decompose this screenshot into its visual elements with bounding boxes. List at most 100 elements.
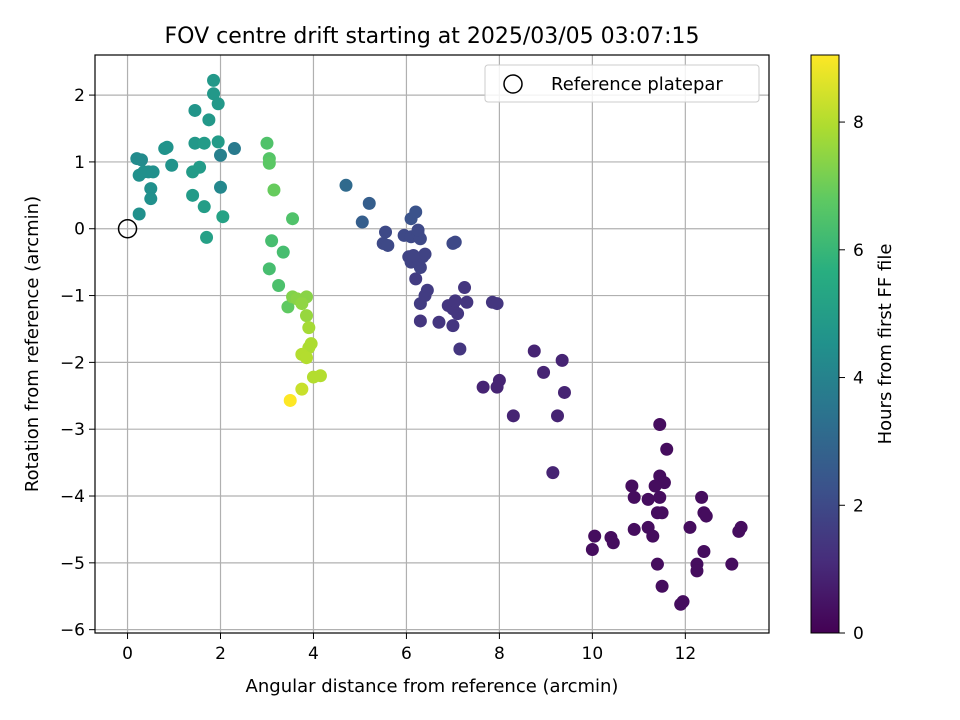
data-point	[683, 520, 697, 534]
y-axis-ticks: −6 −5 −4 −3 −2 −1 0 1 2	[60, 86, 95, 641]
data-point	[132, 207, 146, 221]
data-point	[448, 294, 462, 308]
data-point	[281, 300, 295, 314]
colorbar-tick-label: 8	[853, 113, 864, 133]
data-point	[490, 380, 504, 394]
legend: Reference platepar	[484, 64, 760, 103]
y-tick-label: −4	[60, 487, 85, 507]
data-point	[646, 529, 660, 543]
x-tick-label: 2	[215, 644, 226, 664]
colorbar-tick-label: 2	[853, 496, 864, 516]
y-axis-label: Rotation from reference (arcmin)	[22, 196, 43, 492]
data-point	[690, 564, 704, 578]
data-point	[216, 210, 230, 224]
data-point	[188, 103, 202, 117]
reference-marker	[117, 218, 138, 239]
data-point	[260, 136, 274, 150]
legend-box	[484, 64, 760, 103]
data-point	[527, 344, 541, 358]
data-point	[272, 279, 286, 293]
data-point	[381, 238, 395, 252]
legend-marker-icon	[503, 74, 523, 94]
colorbar-label: Hours from first FF file	[875, 244, 896, 445]
y-tick-label: −5	[60, 554, 85, 574]
data-point	[655, 506, 669, 520]
data-point	[585, 542, 599, 556]
data-point	[262, 156, 276, 170]
data-point	[134, 153, 148, 167]
data-point	[211, 135, 225, 149]
x-tick-label: 8	[494, 644, 505, 664]
y-tick-label: 1	[74, 153, 85, 173]
x-axis-ticks: 0 2 4 6 8 10 12	[122, 633, 696, 664]
data-point	[188, 136, 202, 150]
data-point	[460, 295, 474, 309]
data-point	[448, 235, 462, 249]
data-point	[411, 223, 425, 237]
data-point	[650, 557, 664, 571]
data-point	[144, 182, 158, 196]
x-tick-label: 0	[122, 644, 133, 664]
y-tick-label: −6	[60, 621, 85, 641]
data-point	[732, 524, 746, 538]
data-point	[653, 418, 667, 432]
data-point	[283, 393, 297, 407]
data-point	[546, 466, 560, 480]
data-point	[276, 245, 290, 259]
data-point	[606, 536, 620, 550]
data-point	[557, 385, 571, 399]
data-point	[144, 192, 158, 206]
data-point	[362, 196, 376, 210]
colorbar-tick-label: 6	[853, 241, 864, 261]
data-point	[302, 321, 316, 335]
data-point	[432, 315, 446, 329]
data-point	[186, 188, 200, 202]
data-point	[211, 97, 225, 111]
colorbar: 0 2 4 6 8 Hours from first FF file	[810, 54, 896, 644]
data-points	[130, 73, 748, 611]
data-point	[453, 342, 467, 356]
data-point	[207, 73, 221, 87]
data-point	[409, 205, 423, 219]
data-point	[299, 309, 313, 323]
y-tick-label: 2	[74, 86, 85, 106]
data-point	[490, 297, 504, 311]
data-point	[674, 597, 688, 611]
data-point	[299, 351, 313, 365]
data-point	[625, 479, 639, 493]
data-point	[506, 409, 520, 423]
data-point	[214, 180, 228, 194]
y-tick-label: −2	[60, 353, 85, 373]
data-point	[653, 490, 667, 504]
data-point	[695, 490, 709, 504]
data-point	[409, 272, 423, 286]
x-axis-label: Angular distance from reference (arcmin)	[246, 676, 619, 697]
data-point	[313, 369, 327, 383]
grid	[95, 55, 769, 633]
data-point	[627, 522, 641, 536]
x-tick-label: 12	[675, 644, 697, 664]
data-point	[267, 183, 281, 197]
data-point	[697, 544, 711, 558]
x-tick-label: 4	[308, 644, 319, 664]
colorbar-ticks: 0 2 4 6 8	[839, 113, 864, 644]
x-tick-label: 6	[401, 644, 412, 664]
data-point	[207, 87, 221, 101]
colorbar-tick-label: 4	[853, 369, 864, 389]
data-point	[262, 262, 276, 276]
colorbar-tick-label: 0	[853, 624, 864, 644]
data-point	[214, 148, 228, 162]
data-point	[193, 160, 207, 174]
data-point	[197, 200, 211, 214]
data-point	[420, 283, 434, 297]
data-point	[355, 215, 369, 229]
data-point	[295, 382, 309, 396]
x-tick-label: 10	[582, 644, 604, 664]
chart-title: FOV centre drift starting at 2025/03/05 …	[165, 24, 700, 49]
data-point	[265, 234, 279, 248]
y-tick-label: −1	[60, 287, 85, 307]
data-point	[551, 409, 565, 423]
data-point	[160, 140, 174, 154]
data-point	[458, 281, 472, 295]
